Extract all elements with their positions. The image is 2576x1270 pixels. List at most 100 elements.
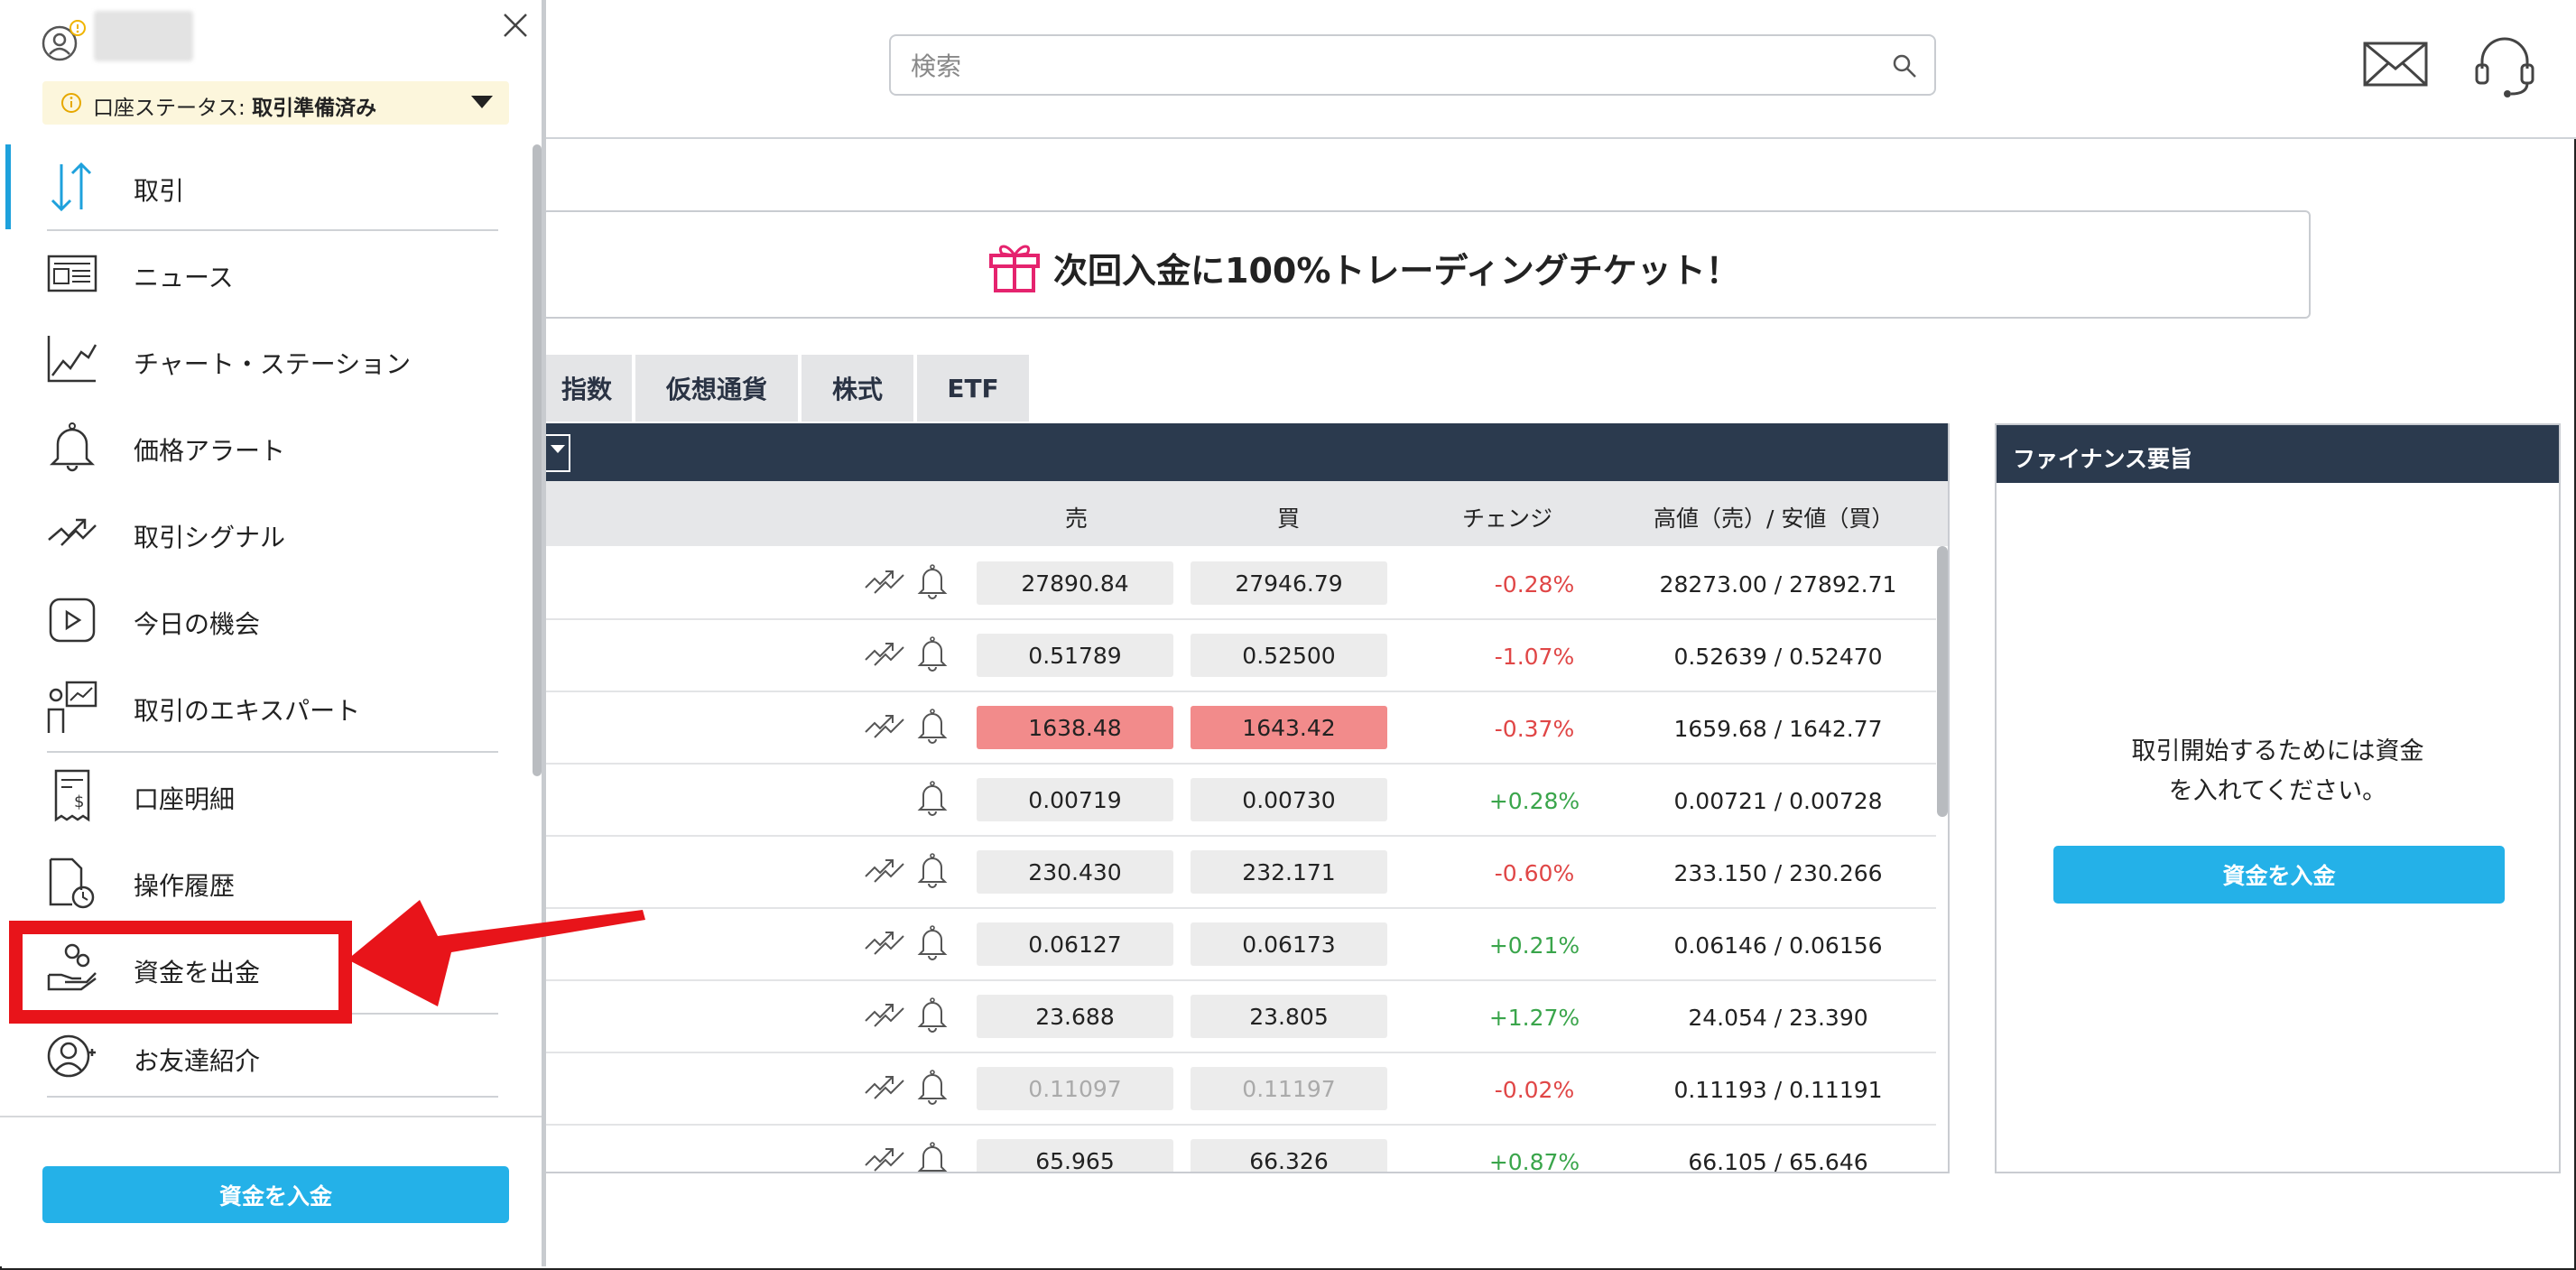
table-row[interactable]: 0.51789 0.52500 -1.07% 0.52639 / 0.52470 — [542, 618, 1936, 692]
chart-line-icon — [45, 332, 99, 390]
buy-price-button[interactable]: 27946.79 — [1191, 561, 1387, 605]
menu-item-label: 資金を出金 — [134, 958, 261, 987]
finance-deposit-button[interactable]: 資金を入金 — [2053, 846, 2505, 904]
signal-icon[interactable] — [864, 1071, 905, 1106]
bell-icon[interactable] — [915, 851, 950, 893]
tab-etf[interactable]: ETF — [917, 355, 1029, 422]
promo-banner[interactable]: 次回入金に100%トレーディングチケット！ — [542, 210, 2311, 319]
table-row[interactable]: 0.00719 0.00730 +0.28% 0.00721 / 0.00728 — [542, 763, 1936, 837]
menu-item-trading-expert[interactable]: 取引のエキスパート — [0, 664, 525, 749]
instrument-table-body: 27890.84 27946.79 -0.28% 28273.00 / 27892.7… — [542, 546, 1950, 1172]
menu-item-withdraw-funds[interactable]: 資金を出金 — [0, 926, 525, 1011]
sell-price-button[interactable]: 23.688 — [977, 995, 1173, 1038]
account-status-label: 口座ステータス: 取引準備済み — [93, 90, 376, 121]
sell-price-button[interactable]: 27890.84 — [977, 561, 1173, 605]
svg-text:$: $ — [74, 793, 84, 811]
bell-icon[interactable] — [915, 923, 950, 965]
bell-icon[interactable] — [915, 996, 950, 1037]
finance-summary-panel: ファイナンス要旨 取引開始するためには資金 を入れてください。 資金を入金 — [1995, 423, 2561, 1173]
mail-icon[interactable] — [2363, 42, 2428, 90]
table-row[interactable]: 230.430 232.171 -0.60% 233.150 / 230.266 — [542, 835, 1936, 909]
buy-price-button[interactable]: 0.00730 — [1191, 778, 1387, 821]
tab-crypto[interactable]: 仮想通貨 — [635, 355, 798, 422]
high-low-value: 0.06146 / 0.06156 — [1673, 932, 1883, 959]
search-input[interactable] — [909, 45, 1869, 87]
finance-message-line2: を入れてください。 — [2168, 777, 2387, 805]
menu-item-trade-signal[interactable]: 取引シグナル — [0, 491, 525, 576]
table-row[interactable]: 23.688 23.805 +1.27% 24.054 / 23.390 — [542, 979, 1936, 1053]
sell-price-button[interactable]: 230.430 — [977, 850, 1173, 894]
table-row[interactable]: 0.06127 0.06173 +0.21% 0.06146 / 0.06156 — [542, 907, 1936, 981]
menu-item-label: 取引のエキスパート — [134, 696, 361, 726]
signal-icon[interactable] — [864, 710, 905, 745]
buy-price-button[interactable]: 0.52500 — [1191, 634, 1387, 677]
search-icon[interactable] — [1891, 52, 1918, 83]
bell-icon[interactable] — [915, 707, 950, 748]
menu-item-price-alert[interactable]: 価格アラート — [0, 404, 525, 489]
buy-price-button[interactable]: 23.805 — [1191, 995, 1387, 1038]
high-low-value: 24.054 / 23.390 — [1688, 1005, 1868, 1031]
account-avatar-icon[interactable] — [42, 20, 87, 69]
buy-price-button[interactable]: 66.326 — [1191, 1139, 1387, 1172]
table-row[interactable]: 1638.48 1643.42 -0.37% 1659.68 / 1642.77 — [542, 691, 1936, 765]
annotation-highlight-box — [9, 921, 352, 1024]
close-icon[interactable] — [501, 11, 530, 43]
sell-price-button[interactable]: 1638.48 — [977, 706, 1173, 749]
menu-item-label: 今日の機会 — [134, 609, 261, 639]
tab-indices[interactable]: 指数 — [542, 355, 632, 422]
header-high-low: 高値（売）/ 安値（買） — [1654, 505, 1895, 532]
bell-icon[interactable] — [915, 1140, 950, 1172]
status-value-text: 取引準備済み — [252, 97, 377, 120]
header-buy: 買 — [1277, 505, 1301, 532]
sell-price-button[interactable]: 65.965 — [977, 1139, 1173, 1172]
tab-stocks[interactable]: 株式 — [802, 355, 913, 422]
change-value: -0.02% — [1494, 1077, 1575, 1103]
side-menu-scrollbar[interactable] — [533, 144, 542, 776]
table-row[interactable]: 27890.84 27946.79 -0.28% 28273.00 / 27892.7… — [542, 546, 1936, 620]
signal-icon[interactable] — [864, 927, 905, 961]
change-value: +0.21% — [1488, 932, 1580, 959]
menu-item-account-statement[interactable]: $ 口座明細 — [0, 753, 525, 838]
table-row[interactable]: 0.11097 0.11197 -0.02% 0.11193 / 0.11191 — [542, 1052, 1936, 1126]
signal-icon[interactable] — [864, 566, 905, 600]
sell-price-button[interactable]: 0.06127 — [977, 922, 1173, 966]
change-value: -0.28% — [1494, 571, 1575, 598]
bell-icon[interactable] — [915, 779, 950, 820]
table-row[interactable]: 65.965 66.326 +0.87% 66.105 / 65.646 — [542, 1124, 1936, 1172]
buy-price-button[interactable]: 0.06173 — [1191, 922, 1387, 966]
support-headset-icon[interactable] — [2473, 34, 2536, 103]
buy-price-button[interactable]: 0.11197 — [1191, 1067, 1387, 1110]
signal-icon[interactable] — [864, 855, 905, 889]
menu-item-trade[interactable]: 取引 — [0, 144, 525, 229]
high-low-value: 66.105 / 65.646 — [1688, 1149, 1868, 1172]
buy-price-button[interactable]: 1643.42 — [1191, 706, 1387, 749]
signal-icon[interactable] — [864, 999, 905, 1034]
table-scrollbar[interactable] — [1937, 546, 1948, 817]
menu-item-label: 取引 — [134, 176, 185, 206]
menu-item-label: 操作履歴 — [134, 871, 236, 901]
high-low-value: 0.00721 / 0.00728 — [1673, 788, 1883, 814]
menu-item-refer-friend[interactable]: お友達紹介 — [0, 1015, 525, 1099]
bell-icon[interactable] — [915, 1068, 950, 1109]
menu-item-operation-history[interactable]: 操作履歴 — [0, 839, 525, 924]
signal-icon[interactable] — [864, 638, 905, 672]
info-icon — [60, 92, 82, 119]
search-box[interactable] — [889, 34, 1936, 96]
menu-item-chart-station[interactable]: チャート・ステーション — [0, 318, 525, 403]
trade-arrows-icon — [45, 159, 99, 218]
chevron-down-icon[interactable] — [471, 96, 493, 108]
bell-icon[interactable] — [915, 635, 950, 676]
account-status-bar[interactable]: 口座ステータス: 取引準備済み — [42, 81, 509, 125]
play-icon — [45, 592, 99, 650]
buy-price-button[interactable]: 232.171 — [1191, 850, 1387, 894]
sell-price-button[interactable]: 0.51789 — [977, 634, 1173, 677]
bell-icon[interactable] — [915, 562, 950, 604]
menu-item-todays-opportunity[interactable]: 今日の機会 — [0, 578, 525, 663]
sell-price-button[interactable]: 0.11097 — [977, 1067, 1173, 1110]
header-change: チェンジ — [1462, 505, 1553, 532]
sell-price-button[interactable]: 0.00719 — [977, 778, 1173, 821]
referral-icon — [45, 1029, 99, 1087]
menu-item-news[interactable]: ニュース — [0, 231, 525, 316]
signal-icon[interactable] — [864, 1144, 905, 1172]
side-deposit-button[interactable]: 資金を入金 — [42, 1166, 509, 1223]
